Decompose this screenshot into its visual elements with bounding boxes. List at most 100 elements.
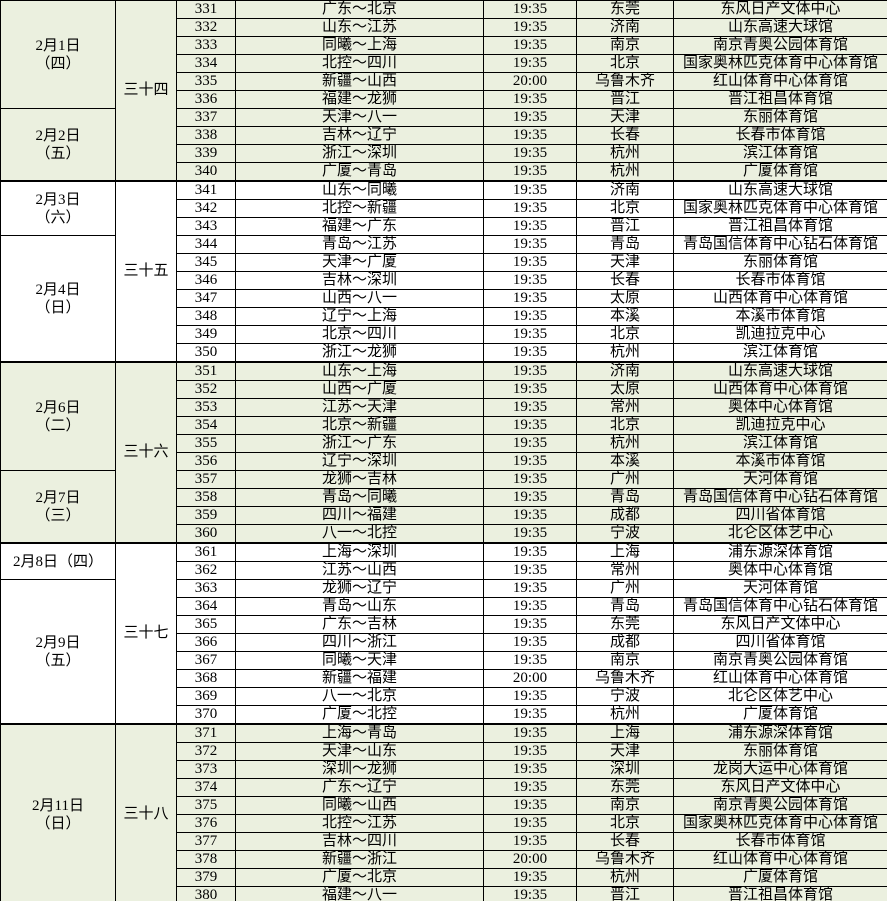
schedule-row: 362 江苏～山西 19:35 常州 奥体中心体育馆 — [1, 561, 887, 580]
schedule-row: 354 北京～新疆 19:35 北京 凯迪拉克中心 — [1, 416, 887, 435]
schedule-row: 379 广厦～北京 19:35 杭州 广厦体育馆 — [1, 868, 887, 887]
schedule-row: 339 浙江～深圳 19:35 杭州 滨江体育馆 — [1, 144, 887, 163]
date-line: （四） — [35, 55, 81, 72]
match-teams-cell: 四川～福建 — [235, 506, 484, 525]
schedule-row: 2月4日 （日） 344 青岛～江苏 19:35 青岛 青岛国信体育中心钻石体育馆 — [0, 235, 887, 363]
host-city-cell: 天津 — [576, 742, 674, 761]
schedule-row: 336 福建～龙狮 19:35 晋江 晋江祖昌体育馆 — [1, 90, 887, 109]
host-city-cell: 晋江 — [576, 217, 674, 236]
game-number-cell: 358 — [176, 488, 236, 507]
match-teams-cell: 福建～龙狮 — [235, 90, 484, 109]
host-city-cell: 晋江 — [576, 886, 674, 901]
tipoff-time-cell: 20:00 — [483, 850, 577, 869]
match-teams-cell: 北控～四川 — [235, 54, 484, 73]
match-teams-cell: 山东～江苏 — [235, 18, 484, 37]
match-teams-cell: 吉林～辽宁 — [235, 126, 484, 145]
match-teams-cell: 同曦～天津 — [235, 651, 484, 670]
game-number-cell: 336 — [176, 90, 236, 109]
match-teams-cell: 青岛～同曦 — [235, 488, 484, 507]
tipoff-time-cell: 19:35 — [483, 796, 577, 815]
match-teams-cell: 山西～八一 — [235, 289, 484, 308]
host-city-cell: 北京 — [576, 54, 674, 73]
match-teams-cell: 新疆～福建 — [235, 669, 484, 688]
game-number-cell: 357 — [176, 470, 236, 489]
game-number-cell: 371 — [176, 723, 236, 743]
game-number-cell: 343 — [176, 217, 236, 236]
tipoff-time-cell: 19:35 — [483, 542, 577, 562]
schedule-row: 2月7日 （三） 357 龙狮～吉林 19:35 广州 天河体育馆 — [0, 470, 887, 544]
tipoff-time-cell: 19:35 — [483, 361, 577, 381]
host-city-cell: 天津 — [576, 253, 674, 272]
match-teams-cell: 浙江～深圳 — [235, 144, 484, 163]
venue-cell: 山东高速大球馆 — [673, 18, 887, 37]
round-cell: 三十七 — [115, 542, 177, 725]
host-city-cell: 乌鲁木齐 — [576, 669, 674, 688]
venue-cell: 东丽体育馆 — [673, 253, 887, 272]
tipoff-time-cell: 19:35 — [483, 524, 577, 544]
date-cell: 2月11日 （日） — [0, 723, 116, 901]
date-line: （五） — [35, 652, 81, 669]
match-teams-cell: 天津～八一 — [235, 108, 484, 127]
host-city-cell: 上海 — [576, 723, 674, 743]
venue-cell: 凯迪拉克中心 — [673, 325, 887, 344]
match-teams-cell: 天津～山东 — [235, 742, 484, 761]
match-teams-cell: 吉林～四川 — [235, 832, 484, 851]
game-number-cell: 342 — [176, 199, 236, 218]
host-city-cell: 杭州 — [576, 144, 674, 163]
tipoff-time-cell: 19:35 — [483, 506, 577, 525]
tipoff-time-cell: 19:35 — [483, 615, 577, 634]
game-number-cell: 352 — [176, 380, 236, 399]
schedule-row: 365 广东～吉林 19:35 东莞 东风日产文体中心 — [1, 615, 887, 634]
match-teams-cell: 广厦～青岛 — [235, 162, 484, 182]
host-city-cell: 成都 — [576, 506, 674, 525]
match-teams-cell: 八一～北控 — [235, 524, 484, 544]
venue-cell: 晋江祖昌体育馆 — [673, 217, 887, 236]
host-city-cell: 本溪 — [576, 307, 674, 326]
host-city-cell: 天津 — [576, 108, 674, 127]
host-city-cell: 东莞 — [576, 778, 674, 797]
date-cell: 2月8日（四） — [0, 542, 116, 580]
schedule-row: 338 吉林～辽宁 19:35 长春 长春市体育馆 — [1, 126, 887, 145]
venue-cell: 南京青奥公园体育馆 — [673, 651, 887, 670]
schedule-row: 332 山东～江苏 19:35 济南 山东高速大球馆 — [1, 18, 887, 37]
match-teams-cell: 浙江～龙狮 — [235, 343, 484, 363]
tipoff-time-cell: 19:35 — [483, 0, 577, 19]
venue-cell: 天河体育馆 — [673, 470, 887, 489]
tipoff-time-cell: 19:35 — [483, 416, 577, 435]
venue-cell: 东风日产文体中心 — [673, 615, 887, 634]
host-city-cell: 济南 — [576, 18, 674, 37]
host-city-cell: 长春 — [576, 271, 674, 290]
game-number-cell: 350 — [176, 343, 236, 363]
host-city-cell: 广州 — [576, 470, 674, 489]
host-city-cell: 晋江 — [576, 90, 674, 109]
host-city-cell: 杭州 — [576, 868, 674, 887]
match-teams-cell: 辽宁～上海 — [235, 307, 484, 326]
schedule-row: 350 浙江～龙狮 19:35 杭州 滨江体育馆 — [1, 343, 887, 363]
venue-cell: 南京青奥公园体育馆 — [673, 36, 887, 55]
match-teams-cell: 天津～广厦 — [235, 253, 484, 272]
game-number-cell: 369 — [176, 687, 236, 706]
host-city-cell: 南京 — [576, 796, 674, 815]
venue-cell: 本溪市体育馆 — [673, 452, 887, 471]
host-city-cell: 本溪 — [576, 452, 674, 471]
venue-cell: 东风日产文体中心 — [673, 0, 887, 19]
game-number-cell: 333 — [176, 36, 236, 55]
tipoff-time-cell: 19:35 — [483, 325, 577, 344]
schedule-row: 349 北京～四川 19:35 北京 凯迪拉克中心 — [1, 325, 887, 344]
host-city-cell: 常州 — [576, 398, 674, 417]
venue-cell: 四川省体育馆 — [673, 633, 887, 652]
host-city-cell: 南京 — [576, 36, 674, 55]
schedule-row: 2月6日 （二） 三十六 351 山东～上海 19:35 济南 山东高速大球馆 — [0, 361, 887, 544]
tipoff-time-cell: 19:35 — [483, 108, 577, 127]
game-number-cell: 354 — [176, 416, 236, 435]
venue-cell: 滨江体育馆 — [673, 434, 887, 453]
host-city-cell: 南京 — [576, 651, 674, 670]
venue-cell: 北仑区体艺中心 — [673, 524, 887, 544]
tipoff-time-cell: 19:35 — [483, 144, 577, 163]
game-number-cell: 345 — [176, 253, 236, 272]
game-number-cell: 363 — [176, 579, 236, 598]
match-teams-cell: 辽宁～深圳 — [235, 452, 484, 471]
venue-cell: 国家奥林匹克体育中心体育馆 — [673, 199, 887, 218]
match-teams-cell: 北京～四川 — [235, 325, 484, 344]
date-line: （日） — [35, 815, 81, 832]
